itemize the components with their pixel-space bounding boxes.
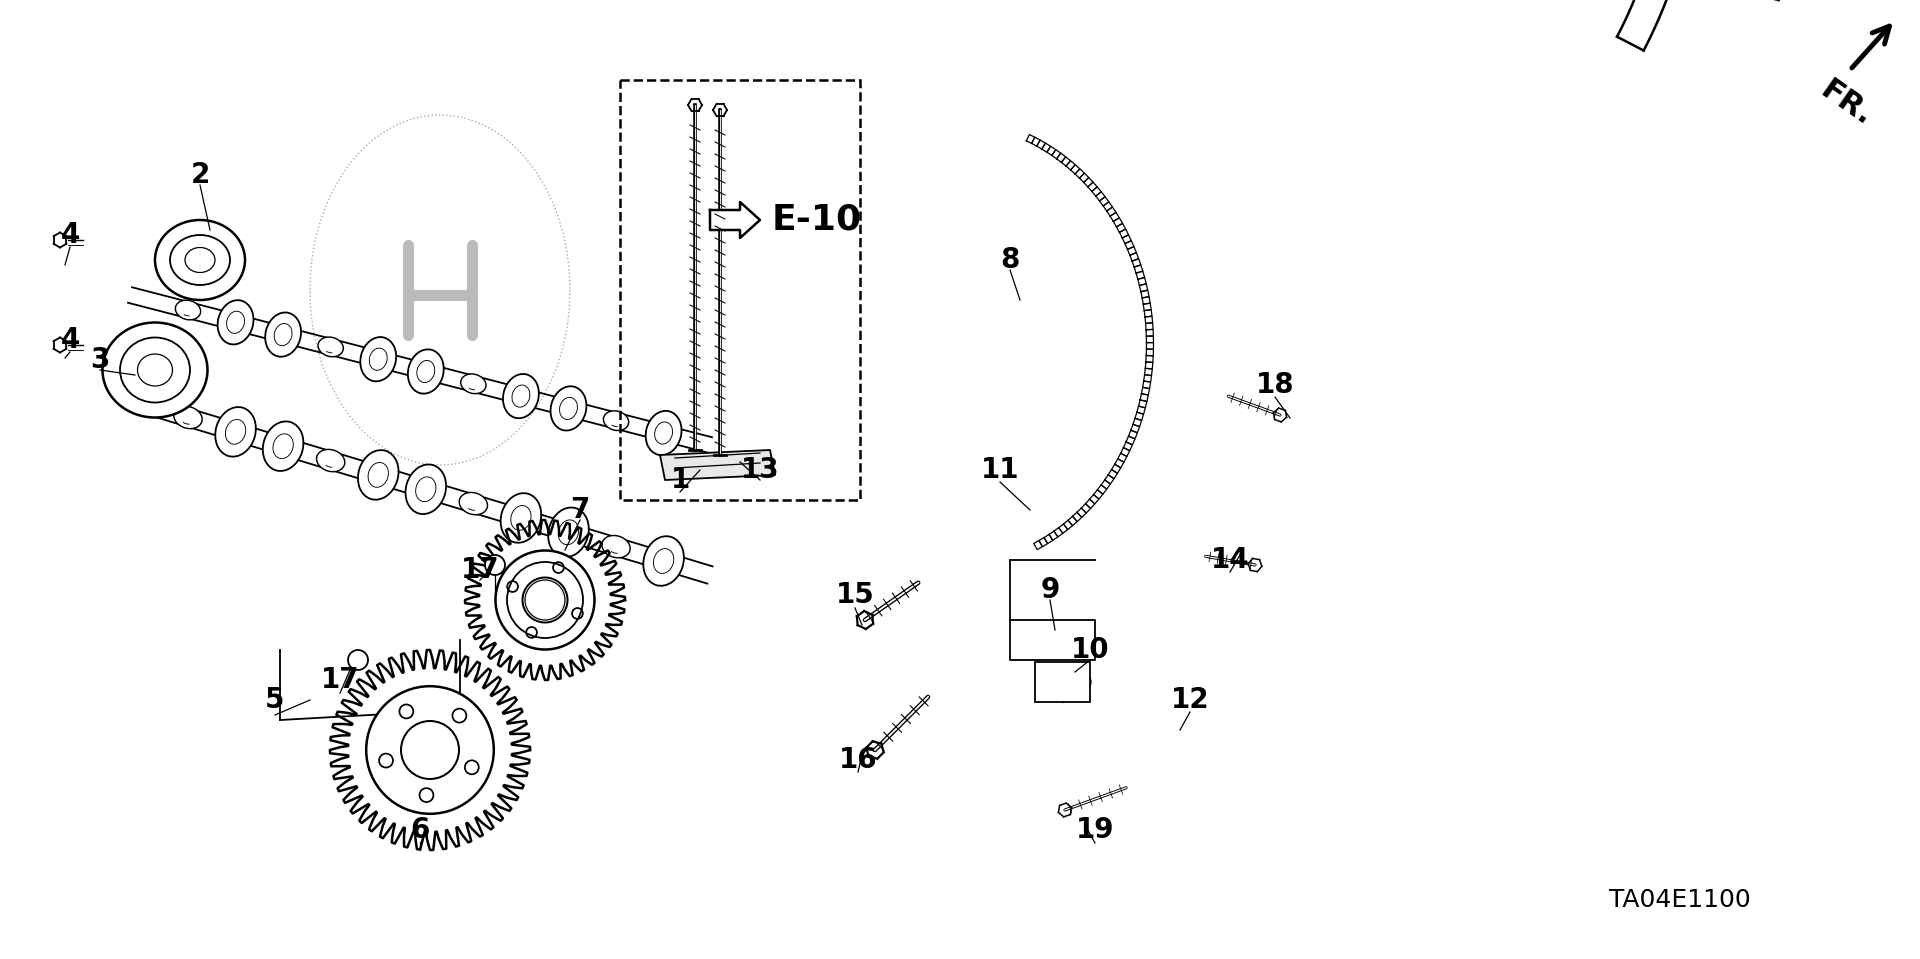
Polygon shape — [660, 450, 776, 480]
Text: 3: 3 — [90, 346, 109, 374]
Ellipse shape — [317, 450, 346, 472]
Circle shape — [367, 687, 493, 814]
Ellipse shape — [503, 374, 540, 418]
Ellipse shape — [265, 313, 301, 357]
Text: 13: 13 — [741, 456, 780, 484]
Circle shape — [495, 550, 595, 649]
Text: 15: 15 — [835, 581, 874, 609]
Text: 18: 18 — [1256, 371, 1294, 399]
Circle shape — [348, 650, 369, 670]
Ellipse shape — [156, 220, 246, 300]
Ellipse shape — [645, 410, 682, 456]
Ellipse shape — [407, 349, 444, 393]
Ellipse shape — [361, 337, 396, 382]
Ellipse shape — [217, 300, 253, 344]
Ellipse shape — [549, 507, 589, 557]
Circle shape — [526, 627, 538, 638]
Text: 7: 7 — [570, 496, 589, 524]
Circle shape — [465, 760, 478, 774]
Circle shape — [453, 709, 467, 722]
Text: 16: 16 — [839, 746, 877, 774]
Text: 5: 5 — [265, 686, 284, 714]
Ellipse shape — [215, 407, 255, 456]
Circle shape — [419, 788, 434, 802]
Ellipse shape — [263, 421, 303, 471]
Ellipse shape — [175, 300, 200, 320]
Bar — [620, 80, 860, 500]
Text: 10: 10 — [1071, 636, 1110, 664]
Text: 19: 19 — [1075, 816, 1114, 844]
Ellipse shape — [459, 493, 488, 515]
Text: 11: 11 — [981, 456, 1020, 484]
Circle shape — [378, 754, 394, 767]
Polygon shape — [710, 202, 760, 238]
Ellipse shape — [102, 322, 207, 417]
Text: 9: 9 — [1041, 576, 1060, 604]
Text: 6: 6 — [411, 816, 430, 844]
Text: 12: 12 — [1171, 686, 1210, 714]
Circle shape — [486, 555, 505, 575]
Ellipse shape — [461, 374, 486, 393]
Text: TA04E1100: TA04E1100 — [1609, 888, 1751, 912]
Text: 17: 17 — [461, 556, 499, 584]
Ellipse shape — [405, 464, 445, 514]
Text: E-10: E-10 — [772, 203, 862, 237]
Ellipse shape — [357, 450, 399, 500]
Ellipse shape — [175, 407, 202, 429]
Text: 1: 1 — [670, 466, 689, 494]
Text: FR.: FR. — [1814, 75, 1878, 131]
Ellipse shape — [601, 535, 630, 558]
Ellipse shape — [319, 337, 344, 357]
Ellipse shape — [501, 493, 541, 543]
Bar — [1035, 662, 1091, 702]
Circle shape — [399, 705, 413, 718]
Text: 4: 4 — [60, 221, 81, 249]
Ellipse shape — [643, 536, 684, 586]
Text: 2: 2 — [190, 161, 209, 189]
Text: 8: 8 — [1000, 246, 1020, 274]
Text: 4: 4 — [60, 326, 81, 354]
Text: 17: 17 — [321, 666, 359, 694]
Circle shape — [553, 562, 564, 573]
Circle shape — [507, 581, 518, 592]
Text: 14: 14 — [1212, 546, 1250, 574]
Ellipse shape — [551, 386, 586, 431]
Circle shape — [572, 608, 584, 619]
Ellipse shape — [603, 410, 628, 431]
